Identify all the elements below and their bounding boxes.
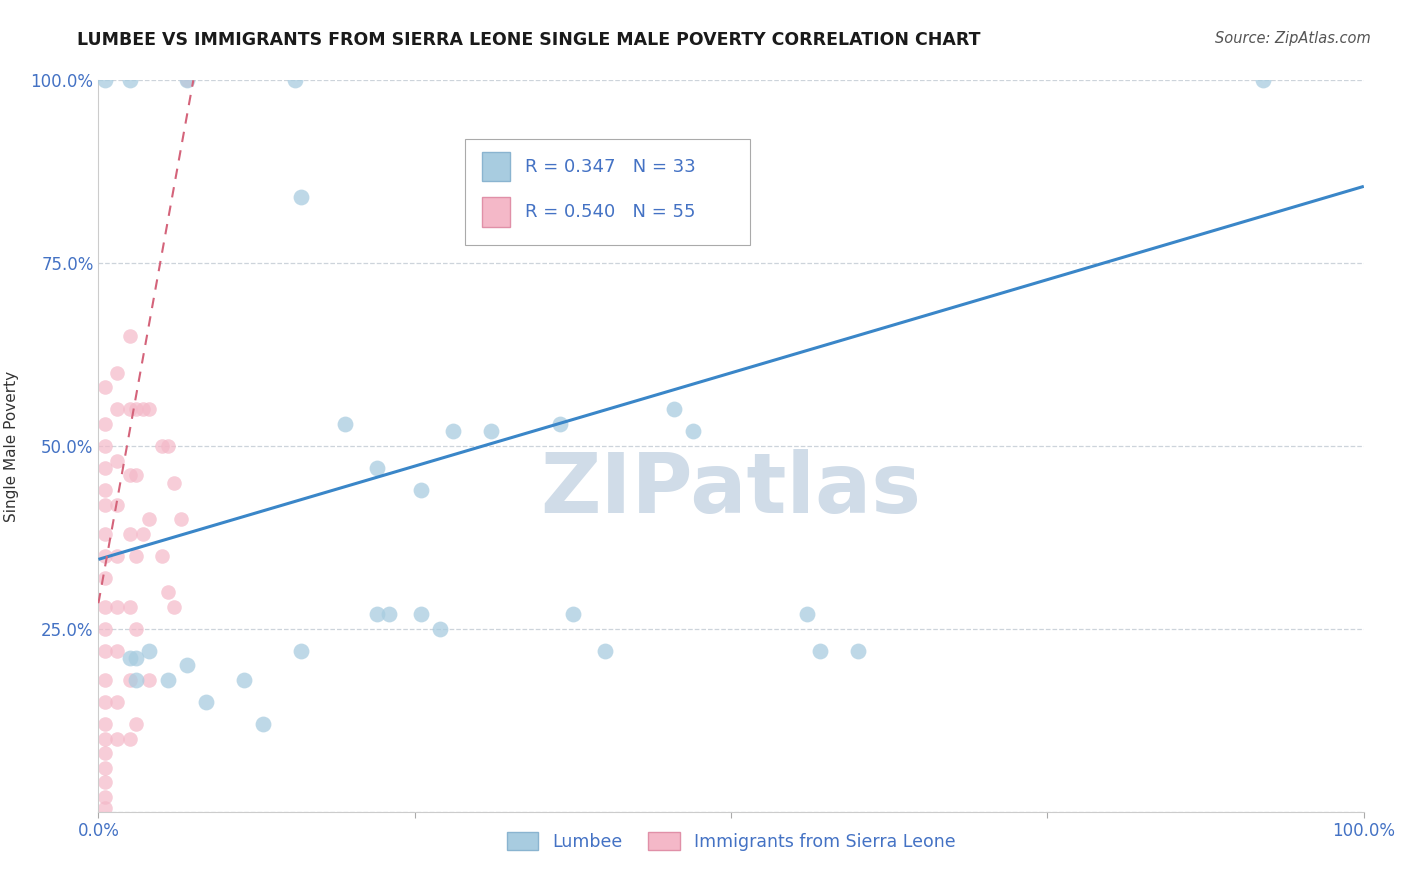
Point xyxy=(176,658,198,673)
Point xyxy=(107,453,129,467)
Point xyxy=(548,417,571,431)
Point xyxy=(93,599,117,614)
Point xyxy=(107,731,129,746)
Point xyxy=(163,475,186,490)
Point xyxy=(107,498,129,512)
Point xyxy=(163,599,186,614)
Point xyxy=(796,607,818,622)
Point xyxy=(441,425,464,439)
Point xyxy=(233,673,256,687)
Point xyxy=(125,549,148,563)
Point xyxy=(169,512,191,526)
Point xyxy=(93,549,117,563)
Point xyxy=(93,746,117,760)
Point xyxy=(120,329,141,343)
Point xyxy=(93,717,117,731)
Point xyxy=(176,73,198,87)
Point xyxy=(93,761,117,775)
Point xyxy=(93,790,117,805)
Point xyxy=(157,439,180,453)
Y-axis label: Single Male Poverty: Single Male Poverty xyxy=(4,370,20,522)
Point xyxy=(125,717,148,731)
Point xyxy=(429,622,451,636)
Point xyxy=(125,622,148,636)
Point xyxy=(561,607,585,622)
Point xyxy=(138,673,160,687)
Point xyxy=(125,651,148,665)
Point xyxy=(125,402,148,417)
FancyBboxPatch shape xyxy=(482,197,510,227)
Point xyxy=(93,483,117,497)
Point xyxy=(138,402,160,417)
Point xyxy=(176,73,198,87)
Point xyxy=(93,417,117,431)
Point xyxy=(120,468,141,483)
Point xyxy=(93,498,117,512)
Point xyxy=(1251,73,1274,87)
Point xyxy=(378,607,401,622)
Point xyxy=(93,775,117,789)
Point xyxy=(107,644,129,658)
Point xyxy=(138,512,160,526)
Point xyxy=(93,439,117,453)
FancyBboxPatch shape xyxy=(465,139,751,244)
Point xyxy=(479,425,502,439)
Legend: Lumbee, Immigrants from Sierra Leone: Lumbee, Immigrants from Sierra Leone xyxy=(501,825,962,858)
Point xyxy=(335,417,357,431)
Point xyxy=(120,402,141,417)
Point xyxy=(107,695,129,709)
Point xyxy=(290,644,312,658)
Point xyxy=(93,622,117,636)
FancyBboxPatch shape xyxy=(482,152,510,181)
Point xyxy=(150,439,173,453)
Point xyxy=(284,73,307,87)
Point xyxy=(93,73,117,87)
Point xyxy=(120,651,141,665)
Text: Source: ZipAtlas.com: Source: ZipAtlas.com xyxy=(1215,31,1371,46)
Point xyxy=(846,644,869,658)
Text: LUMBEE VS IMMIGRANTS FROM SIERRA LEONE SINGLE MALE POVERTY CORRELATION CHART: LUMBEE VS IMMIGRANTS FROM SIERRA LEONE S… xyxy=(77,31,981,49)
Text: R = 0.347   N = 33: R = 0.347 N = 33 xyxy=(524,158,696,176)
Point xyxy=(120,73,141,87)
Point xyxy=(125,673,148,687)
Point xyxy=(194,695,218,709)
Point xyxy=(120,673,141,687)
Point xyxy=(120,526,141,541)
Point xyxy=(120,731,141,746)
Point xyxy=(93,801,117,815)
Point xyxy=(125,468,148,483)
Text: ZIPatlas: ZIPatlas xyxy=(541,450,921,531)
Point xyxy=(366,607,388,622)
Point xyxy=(107,402,129,417)
Point xyxy=(132,526,155,541)
Point xyxy=(252,717,274,731)
Point xyxy=(93,461,117,475)
Point xyxy=(157,585,180,599)
Point xyxy=(682,425,704,439)
Point xyxy=(93,644,117,658)
Point xyxy=(138,644,160,658)
Point xyxy=(93,526,117,541)
Point xyxy=(290,190,312,204)
Point xyxy=(107,549,129,563)
Point xyxy=(150,549,173,563)
Point xyxy=(157,673,180,687)
Point xyxy=(93,695,117,709)
Point xyxy=(411,483,433,497)
Point xyxy=(411,607,433,622)
Point xyxy=(93,571,117,585)
Point xyxy=(120,599,141,614)
Point xyxy=(808,644,831,658)
Point xyxy=(593,644,616,658)
Point xyxy=(93,731,117,746)
Point xyxy=(93,380,117,394)
Text: R = 0.540   N = 55: R = 0.540 N = 55 xyxy=(524,203,696,221)
Point xyxy=(664,402,686,417)
Point xyxy=(366,461,388,475)
Point xyxy=(107,599,129,614)
Point xyxy=(93,673,117,687)
Point xyxy=(107,366,129,380)
Point xyxy=(132,402,155,417)
